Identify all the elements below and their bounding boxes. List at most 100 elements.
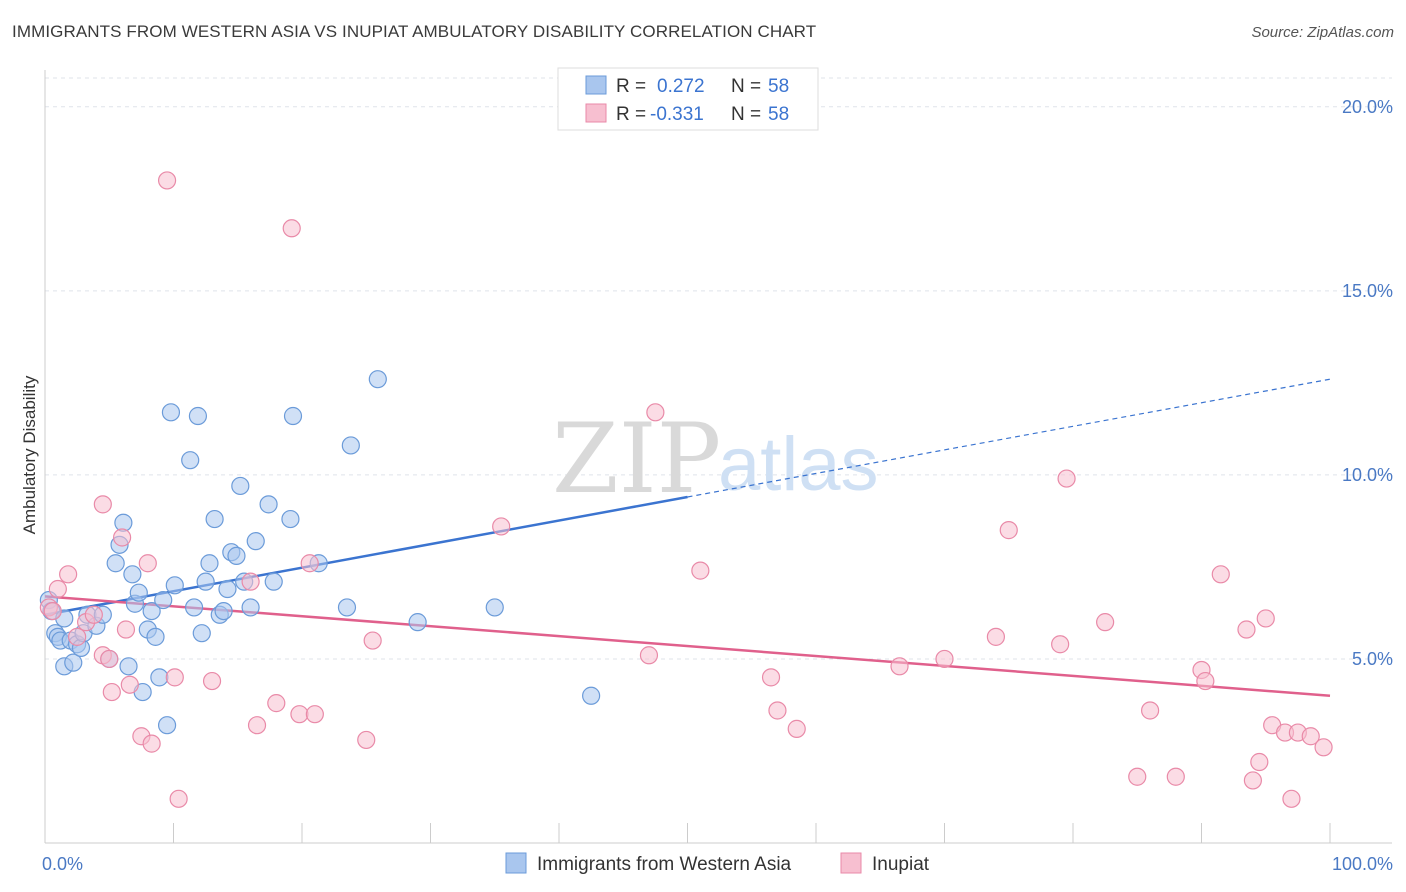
point-s1-18 <box>165 668 184 687</box>
point-s0-22 <box>129 583 148 602</box>
grid-lines <box>45 77 1392 660</box>
point-s0-49 <box>264 572 283 591</box>
point-s0-46 <box>241 598 260 617</box>
point-s0-19 <box>119 657 138 676</box>
point-s1-26 <box>300 554 319 573</box>
point-s1-16 <box>142 734 161 753</box>
point-s1-34 <box>761 668 781 687</box>
point-s0-35 <box>192 624 211 643</box>
trend-line-0 <box>44 495 688 617</box>
point-s0-27 <box>150 668 169 687</box>
point-s1-29 <box>363 631 382 650</box>
point-s0-34 <box>188 406 208 426</box>
chart-source: Source: ZipAtlas.com <box>1251 24 1394 41</box>
point-s1-2 <box>48 579 67 599</box>
point-s1-11 <box>112 528 132 547</box>
watermark-zip: ZIP <box>552 403 721 515</box>
point-s0-50 <box>281 509 300 529</box>
legend-n-value-0: 58 <box>768 76 789 97</box>
trend-lines <box>44 378 1331 698</box>
point-s1-46 <box>1166 767 1185 786</box>
point-s1-3 <box>59 565 78 584</box>
point-s0-55 <box>368 370 387 389</box>
chart-title: IMMIGRANTS FROM WESTERN ASIA VS INUPIAT … <box>12 22 817 41</box>
point-s1-53 <box>1256 609 1275 628</box>
point-s0-53 <box>337 598 357 617</box>
point-s0-48 <box>259 495 278 514</box>
point-s1-30 <box>492 517 511 536</box>
point-s1-59 <box>1314 738 1333 757</box>
watermark: ZIP atlas <box>552 403 879 515</box>
point-s1-36 <box>787 719 806 738</box>
point-s0-16 <box>106 554 125 573</box>
point-s1-48 <box>1196 671 1215 691</box>
point-s1-35 <box>768 701 787 720</box>
point-s0-30 <box>161 403 181 422</box>
point-s0-43 <box>227 546 246 565</box>
point-s0-29 <box>157 716 177 735</box>
point-s1-1 <box>43 601 62 621</box>
data-points <box>39 171 1333 808</box>
point-s1-10 <box>102 682 121 702</box>
point-s0-26 <box>146 627 165 646</box>
point-s1-6 <box>84 605 103 624</box>
point-s1-15 <box>138 554 157 573</box>
y-axis-label: Ambulatory Disability <box>20 375 39 534</box>
legend-r-value-1: -0.331 <box>650 104 704 125</box>
legend-r-label-0: R = <box>616 76 646 97</box>
point-s1-49 <box>1211 565 1230 584</box>
point-s0-28 <box>154 590 173 610</box>
legend-n-label-0: N = <box>731 76 761 97</box>
legend-swatch-1 <box>585 103 607 123</box>
point-s0-25 <box>142 601 161 621</box>
point-s0-51 <box>283 406 303 426</box>
point-s1-41 <box>1051 635 1070 654</box>
point-s0-36 <box>196 572 215 591</box>
point-s0-31 <box>165 576 184 595</box>
point-s0-37 <box>200 554 219 573</box>
point-s1-42 <box>1057 469 1076 488</box>
legend: R = 0.272 N = 58 R = -0.331 N = 58 <box>557 67 819 131</box>
point-s1-4 <box>68 627 87 646</box>
point-s1-12 <box>116 620 136 639</box>
y-tick-label-0: 5.0% <box>1352 649 1393 669</box>
point-s1-52 <box>1250 752 1269 772</box>
point-s1-25 <box>290 705 309 724</box>
point-s1-28 <box>357 730 376 750</box>
point-s1-45 <box>1140 701 1160 720</box>
point-s0-40 <box>214 601 233 621</box>
bottom-legend-swatch-1 <box>840 852 862 874</box>
point-s1-23 <box>267 694 286 713</box>
point-s1-32 <box>691 561 710 580</box>
point-s1-50 <box>1237 620 1256 639</box>
point-s1-19 <box>169 789 188 808</box>
bottom-legend: Immigrants from Western Asia Inupiat <box>505 852 930 875</box>
point-s0-20 <box>123 565 142 584</box>
point-s0-32 <box>181 451 200 470</box>
trend-line-1 <box>44 595 1331 698</box>
trend-line-extension-0 <box>687 378 1331 498</box>
y-tick-label-3: 20.0% <box>1342 97 1393 117</box>
point-s1-24 <box>282 219 301 238</box>
point-s1-27 <box>305 705 324 724</box>
watermark-atlas: atlas <box>718 422 879 507</box>
point-s1-44 <box>1128 767 1147 786</box>
point-s1-51 <box>1243 771 1263 790</box>
point-s1-58 <box>1282 789 1301 808</box>
legend-r-value-0: 0.272 <box>657 76 705 97</box>
point-s1-37 <box>890 657 909 676</box>
point-s1-22 <box>247 716 267 735</box>
x-tick-labels: 0.0% 100.0% <box>42 854 1393 874</box>
point-s1-20 <box>202 671 222 691</box>
point-s1-39 <box>986 627 1006 646</box>
y-tick-label-1: 10.0% <box>1342 465 1393 485</box>
x-tick-label-1: 100.0% <box>1332 854 1393 874</box>
point-s1-57 <box>1301 727 1320 746</box>
point-s0-47 <box>246 532 265 551</box>
y-tick-label-2: 15.0% <box>1342 281 1393 301</box>
point-s1-17 <box>157 171 177 190</box>
point-s1-33 <box>639 646 659 665</box>
point-s0-58 <box>582 686 601 705</box>
point-s1-43 <box>1096 613 1115 632</box>
